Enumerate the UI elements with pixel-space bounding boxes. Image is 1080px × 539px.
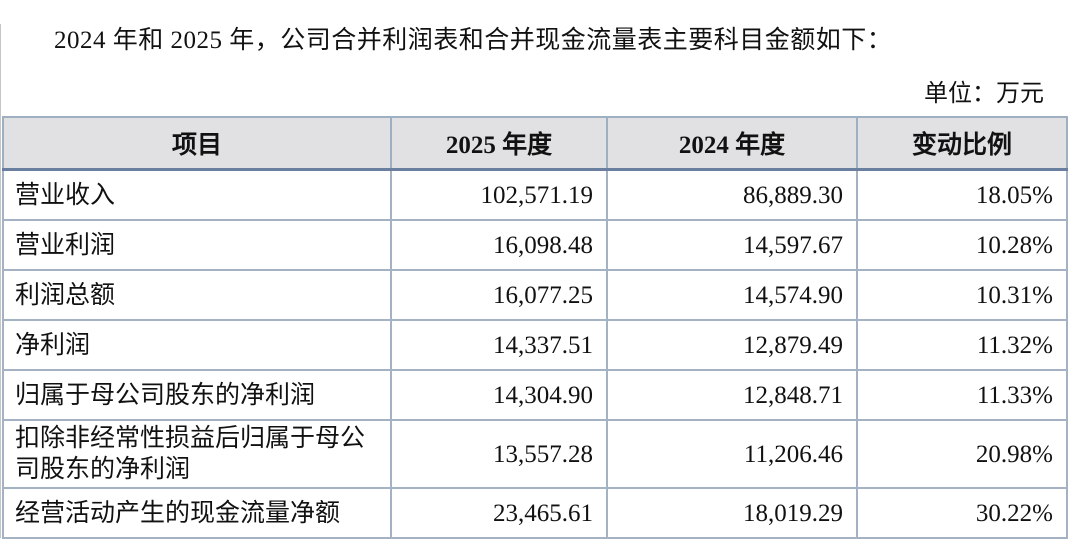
- row-2025-value: 13,557.28: [390, 419, 608, 489]
- row-item-label: 营业收入: [2, 168, 392, 221]
- table-row: 利润总额 16,077.25 14,574.90 10.31%: [2, 269, 1068, 321]
- row-2024-value: 18,019.29: [606, 487, 858, 539]
- row-item-label: 归属于母公司股东的净利润: [2, 369, 392, 421]
- page-left-edge: [0, 24, 1, 538]
- header-change-ratio: 变动比例: [856, 116, 1068, 171]
- row-item-label: 利润总额: [2, 269, 392, 321]
- row-change-value: 11.32%: [856, 319, 1068, 371]
- row-item-label: 营业利润: [2, 219, 392, 271]
- row-change-value: 10.31%: [856, 269, 1068, 321]
- row-2024-value: 12,879.49: [606, 319, 858, 371]
- row-2025-value: 102,571.19: [390, 168, 608, 221]
- row-change-value: 11.33%: [856, 369, 1068, 421]
- table-header-row: 项目 2025 年度 2024 年度 变动比例: [2, 116, 1068, 171]
- row-2025-value: 14,304.90: [390, 369, 608, 421]
- row-2025-value: 14,337.51: [390, 319, 608, 371]
- row-2024-value: 14,574.90: [606, 269, 858, 321]
- row-2025-value: 16,077.25: [390, 269, 608, 321]
- table-row: 营业收入 102,571.19 86,889.30 18.05%: [2, 168, 1068, 221]
- table-row: 净利润 14,337.51 12,879.49 11.32%: [2, 319, 1068, 371]
- intro-paragraph: 2024 年和 2025 年，公司合并利润表和合并现金流量表主要科目金额如下：: [54, 27, 893, 54]
- row-item-label: 经营活动产生的现金流量净额: [2, 487, 392, 539]
- row-change-value: 30.22%: [856, 487, 1068, 539]
- row-change-value: 10.28%: [856, 219, 1068, 271]
- table-row: 扣除非经常性损益后归属于母公司股东的净利润 13,557.28 11,206.4…: [2, 419, 1068, 489]
- table-row: 归属于母公司股东的净利润 14,304.90 12,848.71 11.33%: [2, 369, 1068, 421]
- row-2024-value: 11,206.46: [606, 419, 858, 489]
- unit-label: 单位：万元: [924, 81, 1044, 107]
- row-item-label: 净利润: [2, 319, 392, 371]
- header-2024: 2024 年度: [606, 116, 858, 171]
- table-row: 营业利润 16,098.48 14,597.67 10.28%: [2, 219, 1068, 271]
- row-change-value: 18.05%: [856, 168, 1068, 221]
- row-2025-value: 16,098.48: [390, 219, 608, 271]
- header-2025: 2025 年度: [390, 116, 608, 171]
- row-2025-value: 23,465.61: [390, 487, 608, 539]
- header-item: 项目: [2, 116, 392, 171]
- row-2024-value: 12,848.71: [606, 369, 858, 421]
- row-item-label: 扣除非经常性损益后归属于母公司股东的净利润: [2, 419, 392, 489]
- financial-summary-table: 项目 2025 年度 2024 年度 变动比例 营业收入 102,571.19 …: [2, 116, 1068, 539]
- table-row: 经营活动产生的现金流量净额 23,465.61 18,019.29 30.22%: [2, 487, 1068, 539]
- row-change-value: 20.98%: [856, 419, 1068, 489]
- row-2024-value: 86,889.30: [606, 168, 858, 221]
- row-2024-value: 14,597.67: [606, 219, 858, 271]
